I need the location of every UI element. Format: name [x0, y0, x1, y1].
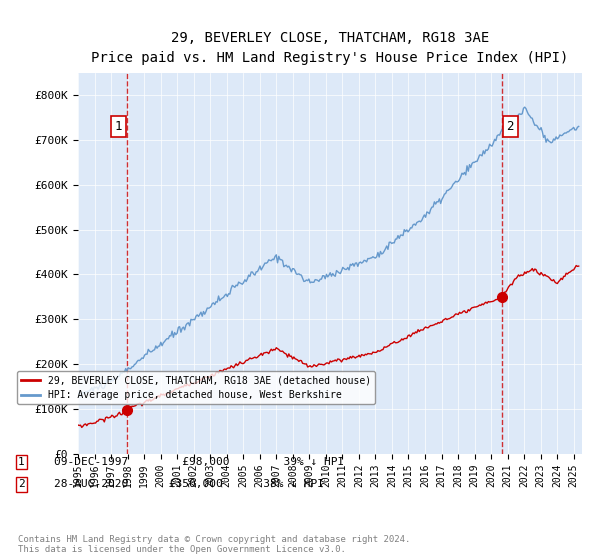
Text: 28-AUG-2020      £350,000      38% ↓ HPI: 28-AUG-2020 £350,000 38% ↓ HPI: [54, 479, 324, 489]
Title: 29, BEVERLEY CLOSE, THATCHAM, RG18 3AE
Price paid vs. HM Land Registry's House P: 29, BEVERLEY CLOSE, THATCHAM, RG18 3AE P…: [91, 31, 569, 65]
Text: 1: 1: [115, 120, 122, 133]
Text: 1: 1: [18, 457, 25, 467]
Text: 09-DEC-1997        £98,000        39% ↓ HPI: 09-DEC-1997 £98,000 39% ↓ HPI: [54, 457, 344, 467]
Text: 2: 2: [506, 120, 514, 133]
Legend: 29, BEVERLEY CLOSE, THATCHAM, RG18 3AE (detached house), HPI: Average price, det: 29, BEVERLEY CLOSE, THATCHAM, RG18 3AE (…: [17, 371, 375, 404]
Text: Contains HM Land Registry data © Crown copyright and database right 2024.
This d: Contains HM Land Registry data © Crown c…: [18, 535, 410, 554]
Text: 2: 2: [18, 479, 25, 489]
